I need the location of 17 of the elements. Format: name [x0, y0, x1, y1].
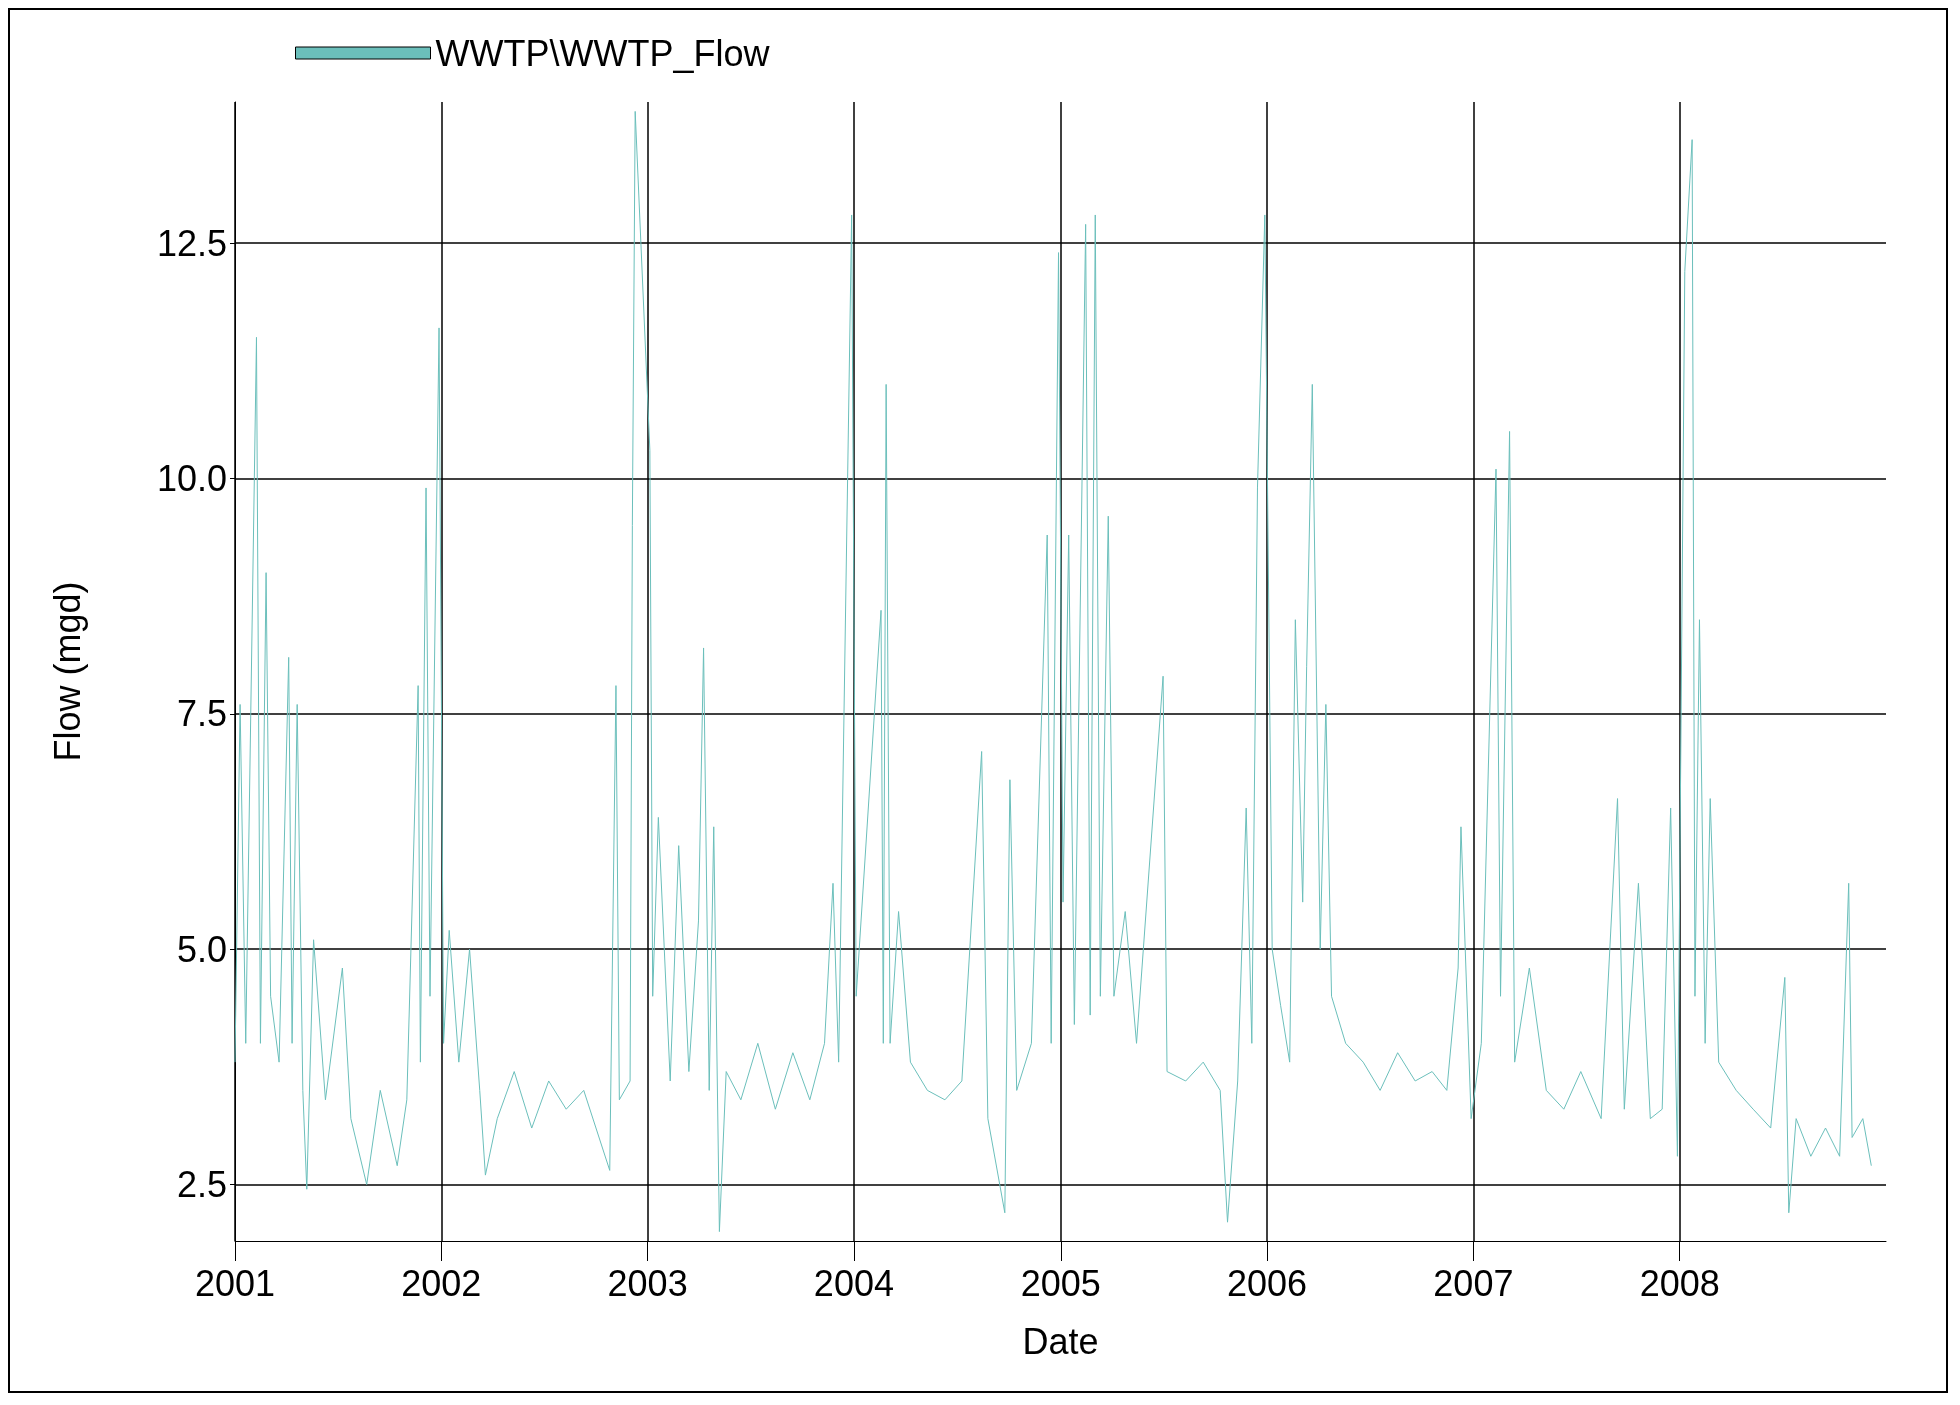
y-tick-label: 10.0 [156, 458, 227, 500]
x-axis-title: Date [1022, 1320, 1099, 1362]
x-tick-label: 2004 [813, 1262, 894, 1304]
x-tick-label: 2008 [1639, 1262, 1720, 1304]
x-tick-label: 2001 [194, 1262, 276, 1304]
y-tick-label: 2.5 [176, 1164, 227, 1206]
y-tick-label: 12.5 [156, 222, 227, 264]
line-series [234, 110, 1872, 1233]
y-axis-title: Flow (mgd) [46, 581, 88, 762]
y-tick-label: 5.0 [176, 928, 227, 970]
legend-label: WWTP\WWTP_Flow [435, 32, 771, 74]
x-tick-label: 2005 [1020, 1262, 1101, 1304]
x-tick-label: 2003 [607, 1262, 688, 1304]
x-tick-label: 2002 [401, 1262, 482, 1304]
x-tick-label: 2007 [1433, 1262, 1514, 1304]
y-tick-label: 7.5 [176, 693, 227, 735]
x-tick-label: 2006 [1227, 1262, 1308, 1304]
